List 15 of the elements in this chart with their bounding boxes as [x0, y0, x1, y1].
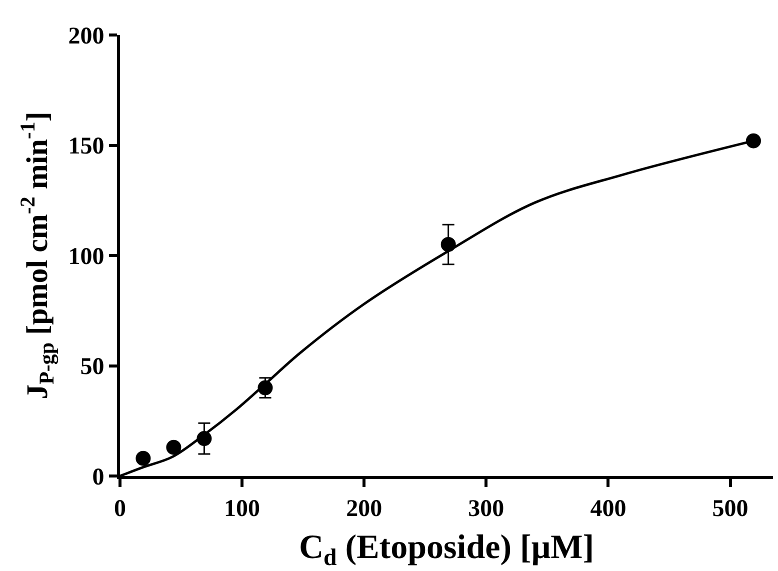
y-tick-label: 200: [68, 23, 104, 50]
x-tick-label: 400: [590, 496, 626, 522]
x-tick-label: 0: [114, 496, 126, 522]
x-tick-label: 200: [346, 496, 382, 522]
point: [136, 450, 151, 466]
x-tick-label: 100: [224, 496, 260, 522]
point: [166, 440, 182, 455]
y-tick-label: 150: [68, 134, 104, 160]
x-axis-title: C$_{d}$ (Etoposide) [μM]: [298, 528, 594, 571]
y-tick-label: 50: [80, 354, 104, 380]
y-tick-label: 0: [92, 464, 104, 490]
x-tick-label: 300: [468, 496, 504, 522]
y-tick-label: 100: [68, 244, 104, 270]
x-tick-label: 500: [712, 496, 748, 522]
point: [746, 133, 761, 148]
